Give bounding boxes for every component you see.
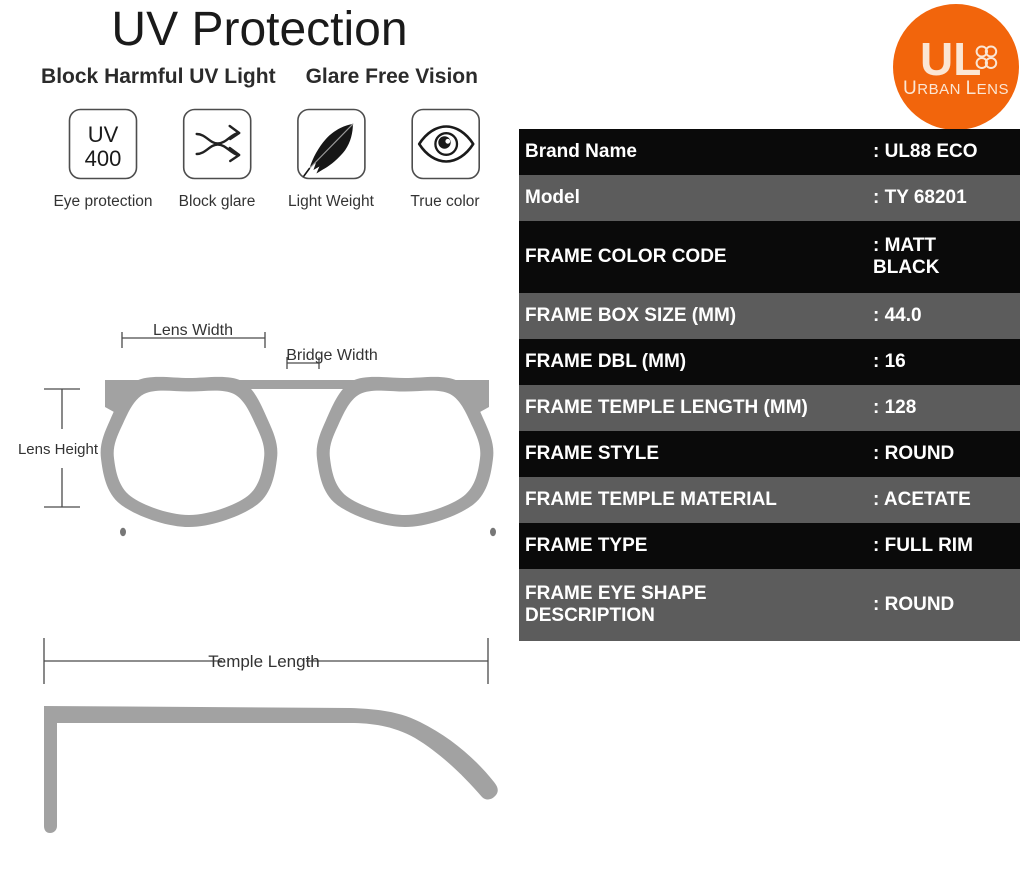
- svg-text:URBAN LENS: URBAN LENS: [903, 78, 1009, 99]
- svg-text:Bridge Width: Bridge Width: [286, 347, 378, 364]
- svg-text:Lens Width: Lens Width: [153, 322, 233, 339]
- svg-text:Block glare: Block glare: [179, 193, 256, 210]
- svg-text:UV: UV: [88, 122, 119, 147]
- svg-text:Eye protection: Eye protection: [53, 193, 152, 210]
- svg-text:Temple Length: Temple Length: [208, 652, 320, 671]
- svg-text:Light Weight: Light Weight: [288, 193, 375, 210]
- svg-text:400: 400: [85, 146, 122, 171]
- svg-text:Lens Height: Lens Height: [18, 441, 99, 458]
- svg-text:True color: True color: [410, 193, 479, 210]
